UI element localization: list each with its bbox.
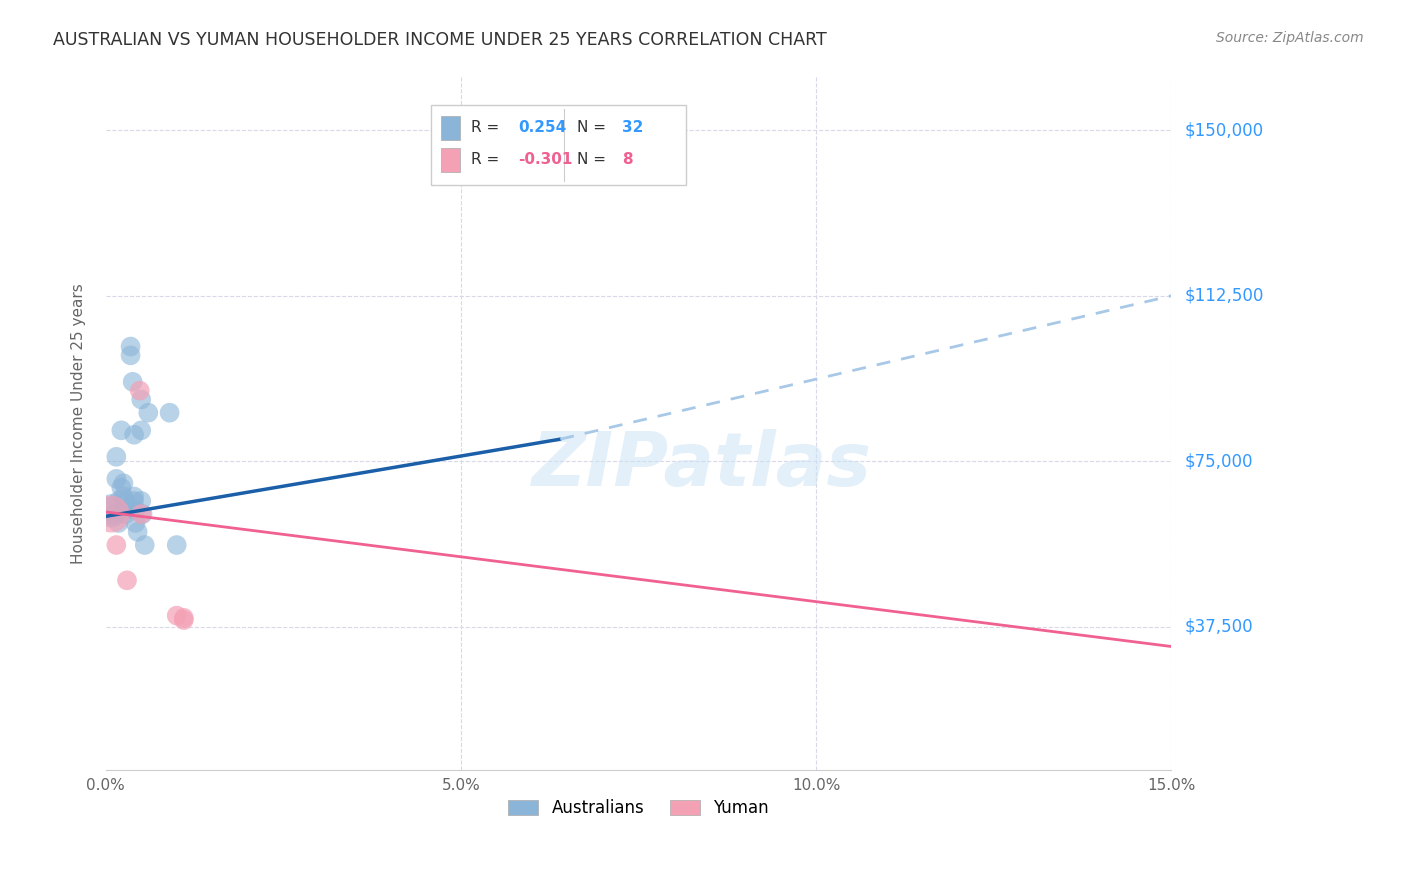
Point [131, 507, 153, 521]
Text: N =: N = [576, 120, 610, 135]
Point [107, 494, 129, 508]
Point [159, 406, 181, 420]
Text: 32: 32 [623, 120, 644, 135]
Point [166, 608, 188, 623]
Point [110, 423, 132, 437]
Text: $75,000: $75,000 [1185, 452, 1254, 470]
Point [122, 427, 145, 442]
Point [122, 494, 145, 508]
Point [134, 538, 156, 552]
Point [110, 481, 132, 495]
Point [127, 524, 149, 539]
Point [105, 472, 128, 486]
Point [128, 384, 150, 398]
Point [115, 574, 138, 588]
Point [121, 375, 143, 389]
Y-axis label: Householder Income Under 25 years: Householder Income Under 25 years [72, 284, 86, 564]
Point [112, 490, 135, 504]
FancyBboxPatch shape [441, 148, 461, 172]
Point [129, 494, 152, 508]
Point [124, 502, 146, 516]
Point [114, 494, 136, 508]
Point [120, 339, 142, 353]
Text: ZIPatlas: ZIPatlas [533, 429, 872, 502]
Point [173, 611, 195, 625]
Point [103, 507, 125, 521]
Text: $150,000: $150,000 [1185, 121, 1264, 139]
Text: $112,500: $112,500 [1185, 287, 1264, 305]
Point [136, 406, 159, 420]
Text: $37,500: $37,500 [1185, 617, 1254, 636]
Point [124, 516, 146, 530]
Point [105, 450, 128, 464]
Text: Source: ZipAtlas.com: Source: ZipAtlas.com [1216, 31, 1364, 45]
Text: R =: R = [471, 120, 505, 135]
Text: AUSTRALIAN VS YUMAN HOUSEHOLDER INCOME UNDER 25 YEARS CORRELATION CHART: AUSTRALIAN VS YUMAN HOUSEHOLDER INCOME U… [53, 31, 827, 49]
Point [129, 423, 152, 437]
Point [105, 538, 128, 552]
FancyBboxPatch shape [441, 116, 461, 140]
Legend: Australians, Yuman: Australians, Yuman [502, 793, 775, 824]
Text: 0.254: 0.254 [517, 120, 567, 135]
Point [173, 613, 195, 627]
Point [112, 476, 135, 491]
Text: N =: N = [576, 153, 610, 168]
Point [114, 502, 136, 516]
Point [129, 392, 152, 407]
Point [166, 538, 188, 552]
Point [107, 505, 129, 519]
FancyBboxPatch shape [430, 105, 686, 185]
Point [120, 348, 142, 362]
Point [107, 516, 129, 530]
Point [129, 507, 152, 521]
Text: -0.301: -0.301 [517, 153, 572, 168]
Point [122, 490, 145, 504]
Point [100, 507, 122, 521]
Point [114, 507, 136, 521]
Point [100, 505, 122, 519]
Text: R =: R = [471, 153, 505, 168]
Point [100, 502, 122, 516]
Text: 8: 8 [623, 153, 633, 168]
